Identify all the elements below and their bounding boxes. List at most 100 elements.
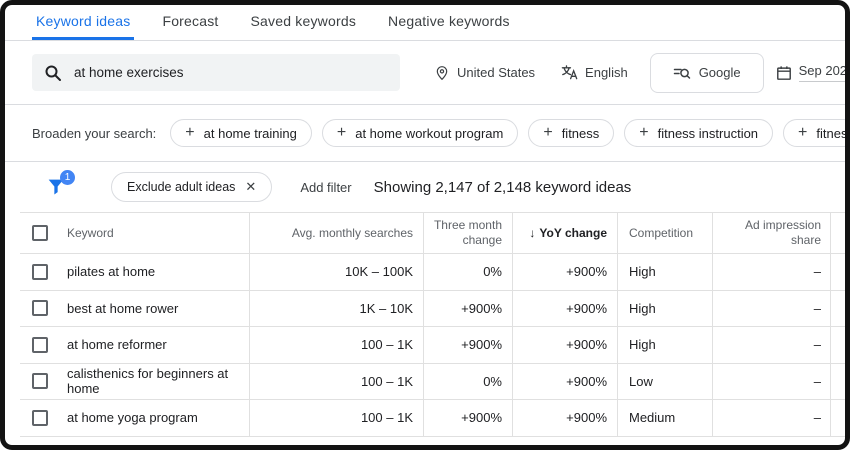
network-selector[interactable]: Google xyxy=(649,52,764,93)
cell-yoy-change: +900% xyxy=(512,290,617,326)
filter-count-badge: 1 xyxy=(60,170,75,185)
search-settings-row: United States English Google xyxy=(5,41,845,105)
cell-three-month-change: 0% xyxy=(423,254,512,290)
active-filter-label: Exclude adult ideas xyxy=(127,180,236,194)
row-checkbox[interactable] xyxy=(32,300,48,317)
row-checkbox[interactable] xyxy=(32,373,48,390)
header-keyword[interactable]: Keyword xyxy=(67,225,114,240)
cell-keyword: at home reformer xyxy=(67,337,167,353)
cell-avg-monthly-searches: 1K – 10K xyxy=(249,290,423,326)
cell-three-month-change: +900% xyxy=(423,327,512,363)
cell-keyword: pilates at home xyxy=(67,264,156,280)
table-row[interactable]: calisthenics for beginners at home 100 –… xyxy=(20,363,845,400)
plus-icon: + xyxy=(336,124,347,141)
cell-keyword: best at home rower xyxy=(67,300,179,316)
cell-three-month-change: +900% xyxy=(423,400,512,436)
cell-yoy-change: +900% xyxy=(512,363,617,399)
language-selector[interactable]: English xyxy=(561,64,628,81)
location-pin-icon xyxy=(436,65,448,80)
cell-three-month-change: +900% xyxy=(423,290,512,326)
tab-saved-keywords[interactable]: Saved keywords xyxy=(250,13,357,29)
remove-filter-icon[interactable]: ✕ xyxy=(245,179,257,194)
filter-funnel-icon xyxy=(48,179,64,195)
table-row[interactable]: at home reformer 100 – 1K +900% +900% Hi… xyxy=(20,327,845,364)
cell-keyword: calisthenics for beginners at home xyxy=(67,366,229,397)
row-checkbox[interactable] xyxy=(32,336,48,353)
broaden-chip[interactable]: + fitness xyxy=(528,119,615,147)
table-header-row: Keyword Avg. monthly searches Three mont… xyxy=(20,212,845,254)
cell-yoy-change: +900% xyxy=(512,327,617,363)
tab-negative-keywords[interactable]: Negative keywords xyxy=(388,13,510,29)
add-filter-button[interactable]: Add filter xyxy=(300,179,352,195)
select-all-checkbox[interactable] xyxy=(32,225,48,241)
broaden-chip-label: at home workout program xyxy=(355,125,504,141)
tab-keyword-ideas[interactable]: Keyword ideas xyxy=(32,5,135,40)
results-summary: Showing 2,147 of 2,148 keyword ideas xyxy=(373,178,632,196)
broaden-chip-label: fitness xyxy=(561,125,600,141)
translate-icon xyxy=(561,65,578,80)
broaden-chip[interactable]: + fitness classes xyxy=(783,119,845,147)
cell-ad-impression-share: – xyxy=(712,400,830,436)
cell-spacer xyxy=(830,290,845,326)
cell-ad-impression-share: – xyxy=(712,254,830,290)
cell-avg-monthly-searches: 100 – 1K xyxy=(249,400,423,436)
sort-descending-icon: ↓ xyxy=(529,225,536,240)
table-row[interactable]: pilates at home 10K – 100K 0% +900% High… xyxy=(20,254,845,291)
plus-icon: + xyxy=(543,124,553,141)
broaden-chip[interactable]: + fitness instruction xyxy=(624,119,774,147)
search-icon xyxy=(45,65,61,81)
network-label: Google xyxy=(698,65,741,80)
tab-bar: Keyword ideas Forecast Saved keywords Ne… xyxy=(5,5,845,41)
header-ad-impression-share[interactable]: Ad impression share xyxy=(712,213,830,253)
language-label: English xyxy=(585,65,628,80)
header-yoy-change[interactable]: ↓ YoY change xyxy=(512,213,617,253)
search-input[interactable] xyxy=(74,65,388,80)
broaden-label: Broaden your search: xyxy=(32,125,157,141)
table-row[interactable]: best at home rower 1K – 10K +900% +900% … xyxy=(20,290,845,327)
tab-forecast[interactable]: Forecast xyxy=(162,13,219,29)
broaden-chip[interactable]: + at home workout program xyxy=(321,119,519,147)
cell-ad-impression-share: – xyxy=(712,363,830,399)
broaden-search-row: Broaden your search: + at home training … xyxy=(5,105,845,162)
keyword-ideas-table: Keyword Avg. monthly searches Three mont… xyxy=(20,212,845,437)
calendar-icon xyxy=(776,65,791,80)
header-three-month-change[interactable]: Three month change xyxy=(423,213,512,253)
cell-avg-monthly-searches: 10K – 100K xyxy=(249,254,423,290)
row-checkbox[interactable] xyxy=(32,409,48,426)
plus-icon: + xyxy=(798,124,808,141)
date-range-selector[interactable]: Sep 2023 – Aug xyxy=(776,63,845,82)
broaden-chip-label: fitness classes xyxy=(816,125,845,141)
cell-competition: Low xyxy=(617,363,712,399)
active-filter-chip[interactable]: Exclude adult ideas ✕ xyxy=(111,172,273,202)
cell-keyword: at home yoga program xyxy=(67,410,198,426)
location-selector[interactable]: United States xyxy=(434,65,535,81)
filter-row: 1 Exclude adult ideas ✕ Add filter Showi… xyxy=(5,162,845,212)
cell-spacer xyxy=(830,327,845,363)
broaden-chip-label: at home training xyxy=(203,125,297,141)
row-checkbox[interactable] xyxy=(32,263,48,280)
header-avg-monthly-searches[interactable]: Avg. monthly searches xyxy=(249,213,423,253)
date-range-label: Sep 2023 – Aug xyxy=(798,63,845,82)
search-network-icon xyxy=(673,68,690,79)
cell-yoy-change: +900% xyxy=(512,400,617,436)
cell-competition: High xyxy=(617,254,712,290)
filter-funnel-button[interactable]: 1 xyxy=(45,170,75,199)
plus-icon: + xyxy=(639,124,649,141)
header-competition[interactable]: Competition xyxy=(617,213,712,253)
header-yoy-label: YoY change xyxy=(539,225,607,240)
cell-competition: High xyxy=(617,327,712,363)
broaden-chip[interactable]: + at home training xyxy=(170,119,312,147)
cell-ad-impression-share: – xyxy=(712,327,830,363)
cell-spacer xyxy=(830,254,845,290)
table-row[interactable]: at home yoga program 100 – 1K +900% +900… xyxy=(20,400,845,437)
keyword-search-box[interactable] xyxy=(32,54,400,91)
location-label: United States xyxy=(457,65,536,80)
cell-yoy-change: +900% xyxy=(512,254,617,290)
cell-spacer xyxy=(830,400,845,436)
plus-icon: + xyxy=(185,124,195,141)
cell-spacer xyxy=(830,363,845,399)
header-spacer xyxy=(830,213,845,253)
cell-competition: Medium xyxy=(617,400,712,436)
broaden-chip-label: fitness instruction xyxy=(657,125,759,141)
